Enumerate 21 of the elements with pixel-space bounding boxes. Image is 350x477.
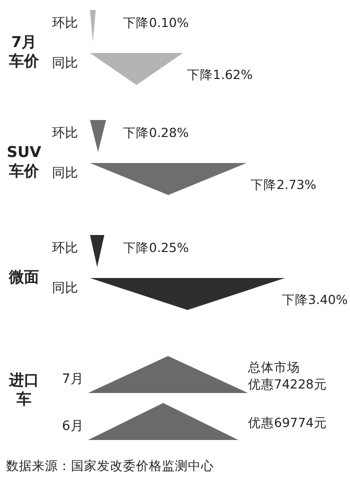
data-label: 下降3.40% — [282, 292, 348, 307]
category-label: 同比 — [52, 166, 78, 181]
category-label: 环比 — [52, 126, 78, 141]
data-label: 总体市场优惠74228元 — [247, 360, 327, 392]
category-label: 7月 — [62, 372, 84, 387]
category-label: 同比 — [52, 281, 78, 296]
text: 7月车价 — [8, 33, 40, 71]
data-label: 下降1.62% — [186, 67, 253, 82]
data-label: 下降0.10% — [123, 15, 189, 30]
source-note: 数据来源：国家发改委价格监测中心 — [6, 458, 214, 473]
text: 微面 — [9, 268, 39, 286]
data-label: 下降2.73% — [250, 177, 316, 192]
category-label: 同比 — [52, 56, 78, 71]
category-label: 6月 — [62, 419, 84, 434]
text: 进口车 — [8, 371, 40, 409]
text: SUV车价 — [6, 143, 42, 181]
data-label: 下降0.25% — [123, 240, 189, 255]
data-label: 下降0.28% — [123, 125, 189, 140]
data-label: 优惠69774元 — [248, 415, 327, 430]
category-label: 环比 — [52, 241, 78, 256]
category-label: 环比 — [52, 16, 78, 31]
